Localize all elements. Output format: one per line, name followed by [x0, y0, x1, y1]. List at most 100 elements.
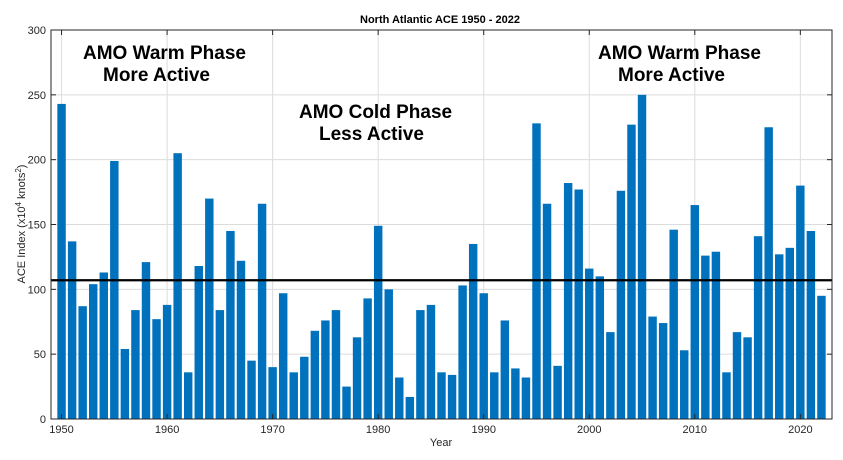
bar-1971 — [278, 293, 288, 419]
bar-2018 — [775, 254, 784, 419]
bar-2010 — [690, 205, 700, 419]
bar-2017 — [764, 127, 773, 419]
y-tick-label: 50 — [34, 349, 46, 361]
x-tick-label: 1990 — [471, 424, 495, 436]
bar-1982 — [395, 377, 404, 419]
y-axis-title-sup2: 2 — [14, 168, 23, 173]
y-axis-title-sup1: 4 — [14, 201, 23, 206]
bar-2006 — [648, 316, 657, 419]
bar-2009 — [680, 350, 689, 419]
bar-1977 — [342, 386, 351, 419]
bar-1986 — [437, 372, 446, 419]
bar-2021 — [806, 230, 816, 419]
bar-1974 — [310, 330, 320, 419]
bar-1996 — [542, 203, 552, 419]
bar-2022 — [817, 295, 826, 419]
bar-1981 — [384, 289, 393, 419]
bar-1959 — [152, 319, 161, 419]
bar-1956 — [120, 348, 130, 419]
annotation-cold-phase-line1: AMO Cold Phase — [299, 102, 452, 123]
bar-1972 — [289, 372, 298, 419]
y-axis-title: ACE Index (x104 knots2) — [14, 165, 29, 284]
x-tick-label: 1980 — [366, 424, 390, 436]
chart-title: North Atlantic ACE 1950 - 2022 — [360, 14, 520, 26]
x-tick-label: 1950 — [49, 424, 73, 436]
y-tick-label: 150 — [28, 220, 46, 232]
bar-2000 — [585, 268, 594, 419]
bar-1988 — [458, 285, 467, 419]
y-tick-label: 0 — [40, 414, 46, 426]
bar-1965 — [215, 310, 225, 419]
bar-1980 — [373, 225, 383, 419]
bar-2015 — [743, 337, 752, 419]
bar-1973 — [300, 356, 309, 419]
bar-1964 — [205, 198, 214, 419]
bar-1966 — [226, 230, 235, 419]
bar-2013 — [722, 372, 731, 419]
annotation-warm-phase-left-line1: AMO Warm Phase — [83, 43, 246, 64]
bar-1970 — [268, 367, 277, 419]
bar-2007 — [658, 323, 668, 419]
bar-2005 — [637, 94, 647, 419]
bar-1978 — [352, 337, 362, 419]
x-tick-label: 1960 — [155, 424, 179, 436]
bar-1962 — [183, 372, 193, 419]
bar-1976 — [331, 310, 341, 419]
bar-1989 — [468, 243, 478, 419]
bar-1957 — [131, 310, 140, 419]
bar-1953 — [88, 284, 98, 419]
bar-1992 — [500, 320, 510, 419]
bar-1983 — [405, 396, 415, 419]
bar-1984 — [416, 310, 425, 419]
bar-2008 — [669, 229, 678, 419]
x-tick-label: 2000 — [577, 424, 601, 436]
bar-2004 — [627, 124, 636, 419]
bar-2002 — [606, 332, 615, 419]
annotation-cold-phase-line2: Less Active — [319, 124, 424, 145]
x-axis-title: Year — [430, 437, 453, 449]
annotation-warm-phase-right-line2: More Active — [618, 65, 725, 86]
bar-1993 — [511, 368, 520, 419]
y-axis-title-main: ACE Index (x10 — [16, 206, 28, 283]
bar-1950 — [57, 103, 66, 419]
bar-1961 — [173, 153, 182, 419]
bar-1969 — [257, 203, 267, 419]
y-tick-label: 200 — [28, 155, 46, 167]
y-axis-title-end: ) — [16, 165, 28, 169]
bar-1998 — [563, 183, 573, 419]
bar-1967 — [236, 260, 246, 419]
bar-1968 — [247, 360, 256, 419]
bar-2011 — [701, 255, 710, 419]
bar-2003 — [616, 190, 626, 419]
bar-1987 — [447, 374, 457, 419]
bar-1960 — [162, 304, 172, 419]
bar-1990 — [479, 293, 488, 419]
x-tick-label: 2010 — [683, 424, 707, 436]
bar-2019 — [785, 247, 795, 419]
bar-1999 — [574, 189, 583, 419]
bar-2016 — [753, 236, 763, 419]
bar-1954 — [99, 272, 108, 419]
bar-2001 — [595, 276, 605, 419]
bar-1994 — [521, 377, 531, 419]
bar-2012 — [711, 251, 721, 419]
bar-1975 — [321, 320, 330, 419]
bar-2014 — [732, 332, 742, 419]
x-tick-label: 2020 — [788, 424, 812, 436]
bar-1958 — [141, 262, 151, 419]
bar-1991 — [490, 372, 499, 419]
x-tick-label: 1970 — [260, 424, 284, 436]
y-tick-labels: 0 50 100 150 200 250 300 — [28, 25, 46, 426]
bar-1995 — [532, 123, 541, 420]
bar-1951 — [67, 241, 77, 419]
bars — [57, 94, 826, 420]
bar-1985 — [426, 304, 436, 419]
bar-1955 — [110, 160, 119, 420]
bar-2020 — [796, 185, 805, 419]
tick-marks — [51, 29, 832, 420]
y-tick-label: 250 — [28, 90, 46, 102]
y-tick-label: 100 — [28, 284, 46, 296]
bar-1952 — [78, 306, 87, 419]
bar-1963 — [194, 265, 203, 419]
